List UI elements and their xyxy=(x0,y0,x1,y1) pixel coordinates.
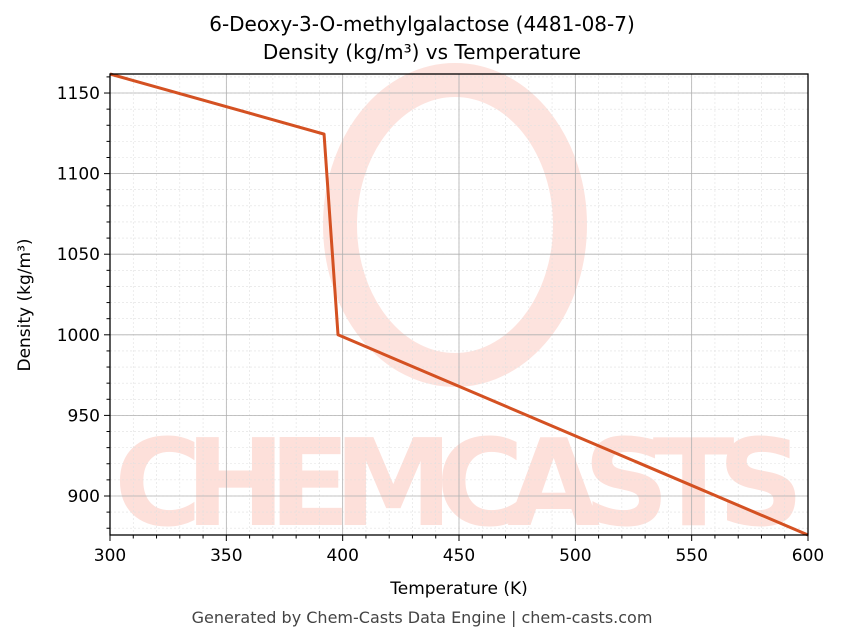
svg-text:350: 350 xyxy=(210,546,242,566)
svg-text:400: 400 xyxy=(326,546,358,566)
chart-title-line2: Density (kg/m³) vs Temperature xyxy=(262,40,582,64)
svg-text:300: 300 xyxy=(94,546,126,566)
x-axis-ticks: 300 350 400 450 500 550 600 xyxy=(94,535,824,566)
density-line xyxy=(109,72,809,537)
chart-title-line1: 6-Deoxy-3-O-methylgalactose (4481-08-7) xyxy=(209,12,635,36)
svg-text:500: 500 xyxy=(559,546,591,566)
svg-text:950: 950 xyxy=(68,406,100,426)
svg-text:900: 900 xyxy=(68,487,100,507)
svg-text:1000: 1000 xyxy=(57,326,100,346)
svg-text:550: 550 xyxy=(675,546,707,566)
y-axis-ticks: 900 950 1000 1050 1100 1150 xyxy=(57,76,110,529)
svg-text:600: 600 xyxy=(792,546,824,566)
x-axis-label: Temperature (K) xyxy=(389,579,528,599)
svg-text:1100: 1100 xyxy=(57,165,100,185)
svg-text:1150: 1150 xyxy=(57,84,100,104)
y-axis-label: Density (kg/m³) xyxy=(15,238,35,371)
svg-text:450: 450 xyxy=(443,546,475,566)
svg-text:1050: 1050 xyxy=(57,245,100,265)
footer-credit: Generated by Chem-Casts Data Engine | ch… xyxy=(191,608,653,627)
